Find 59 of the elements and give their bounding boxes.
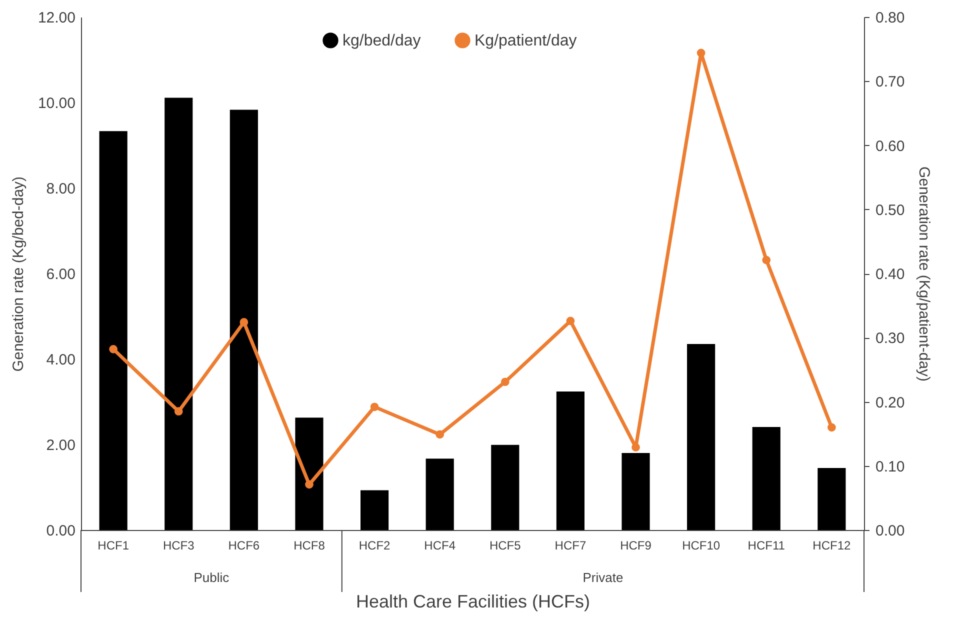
x-tick-label: HCF11 [748,538,786,552]
x-tick-label: HCF6 [228,538,260,552]
y-tick-label: 10.00 [38,95,76,112]
text: Private [582,570,624,585]
y2-tick-label: 0.00 [876,522,905,540]
x-tick-label: HCF4 [424,538,456,552]
x-tick-label: HCF9 [620,538,652,552]
legend-label: Kg/patient/day [474,32,577,50]
point [696,48,706,58]
y-tick-label: 4.00 [46,352,76,368]
y2-tick-label: 0.40 [876,266,905,283]
y-tick-label: 2.00 [46,437,76,454]
point [305,480,314,489]
bar [491,444,520,530]
point [566,316,575,326]
legend-label: kg/bed/day [342,32,421,50]
bar [556,391,584,530]
y-tick-label: 12.00 [38,10,76,26]
bar [622,453,650,530]
point [174,407,183,416]
y2-tick-label: 0.60 [876,138,905,155]
bar [752,426,780,530]
y2-axis-title: Generation rate (Kg/patient-day) [916,166,933,382]
y2-tick-label: 0.10 [876,458,905,476]
point [632,443,640,452]
point [762,256,771,264]
x-tick-label: HCF12 [812,538,851,552]
point [436,430,444,439]
x-tick-label: HCF3 [162,538,195,552]
bar [295,418,324,530]
y-tick-label: 6.00 [46,266,76,283]
y2-tick-label: 0.30 [876,330,905,348]
y2-tick-label: 0.70 [876,74,905,91]
x-tick-label: HCF1 [98,538,130,552]
bar [360,490,389,530]
point [500,378,510,386]
x-tick-label: HCF10 [682,538,720,552]
x-tick-label: HCF2 [358,538,391,552]
x-tick-label: HCF8 [294,538,326,552]
point [827,423,836,432]
x-axis-title: Health Care Facilities (HCFs) [356,592,590,612]
x-tick-label: HCF5 [489,538,522,552]
bar [426,458,454,530]
point [240,318,248,326]
bar [230,110,258,530]
y-tick-label: 8.00 [46,180,76,198]
bar [687,344,716,530]
y2-tick-label: 0.80 [876,10,905,26]
bar [818,468,846,530]
bar [164,98,193,530]
y-axis-title: Generation rate (Kg/bed-day) [10,176,27,372]
y2-tick-label: 0.50 [876,202,905,219]
y2-tick-label: 0.20 [876,394,905,412]
bar [99,131,128,530]
text: Public [194,570,230,585]
point [109,344,118,354]
point [370,402,379,412]
x-tick-label: HCF7 [554,538,586,552]
y-tick-label: 0.00 [46,522,76,540]
